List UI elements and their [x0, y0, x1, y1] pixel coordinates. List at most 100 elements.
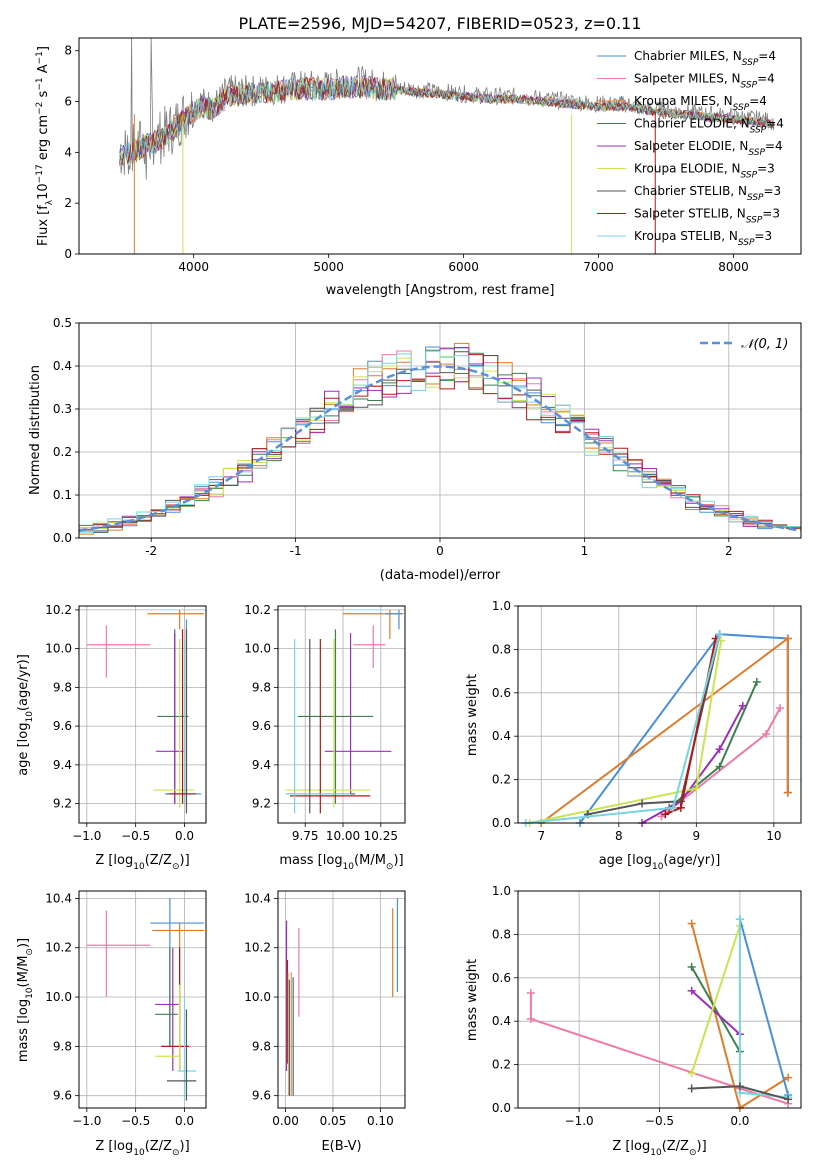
- y-tick-label: 0.6: [492, 971, 511, 985]
- y-tick-label: 0.6: [492, 686, 511, 700]
- y-axis-label: mass [log10(M/M⊙)]: [16, 938, 35, 1062]
- x-tick-label: 0.0: [730, 1114, 749, 1128]
- series-line: [691, 990, 741, 1035]
- y-tick-label: 9.6: [252, 719, 271, 733]
- y-tick-label: 0.4: [53, 359, 72, 373]
- y-tick-label: 0.1: [53, 488, 72, 502]
- series-line: [641, 705, 744, 824]
- legend-entry: Salpeter STELIB, NSSP=3: [634, 207, 780, 226]
- series-kroupa-elodie: [525, 636, 726, 827]
- series-salpeter-elodie: [687, 986, 744, 1039]
- x-axis-label: mass [log10(M/M⊙)]: [279, 853, 403, 872]
- x-tick-label: -1: [290, 544, 302, 558]
- y-tick-label: 0.2: [492, 773, 511, 787]
- x-tick-label: 10: [766, 829, 781, 843]
- x-axis-label: (data-model)/error: [380, 568, 501, 583]
- y-tick-label: 9.4: [252, 758, 271, 772]
- residual-histogram-kroupa-stelib: [79, 350, 801, 533]
- data-point: [166, 1009, 197, 1101]
- data-point: [353, 625, 386, 668]
- residuals-axes: -2 -1 0 1 2 0.0 0.1 0.2 0.3 0.4 0.5 (data-model)/er…: [28, 316, 802, 583]
- legend-entry: Chabrier ELODIE, NSSP=4: [634, 117, 784, 136]
- x-tick-label: 8000: [718, 260, 749, 274]
- spectrum-axes: 4000 5000 6000 7000 8000 0 2 4 6 8 wavelength [Ang…: [35, 37, 802, 298]
- data-point: [169, 629, 195, 804]
- age-vs-Z-axes: −1.0 −0.5 0.0 9.2 9.4 9.6 9.8 10.0 10.2 Z [log10(…: [16, 603, 207, 872]
- y-tick-label: 0.0: [492, 1101, 511, 1115]
- series-chabrier-stelib: [687, 1082, 793, 1104]
- axes-frame: [78, 890, 207, 1109]
- x-tick-label: 8: [615, 829, 623, 843]
- y-tick-label: 9.4: [53, 758, 72, 772]
- y-tick-label: 2: [64, 196, 72, 210]
- series-line: [738, 918, 790, 1096]
- data-point: [153, 638, 195, 808]
- y-axis-label: Flux [fλ10−17 erg cm−2 s−1 A−1]: [35, 46, 55, 246]
- y-tick-label: 10.2: [45, 603, 72, 617]
- y-tick-label: 0.2: [492, 1058, 511, 1072]
- series-line: [668, 681, 758, 809]
- x-axis-label: age [log10(age/yr)]: [599, 853, 721, 872]
- x-tick-label: 1: [581, 544, 589, 558]
- x-tick-label: 10.00: [326, 829, 360, 843]
- axes-frame: [517, 605, 802, 824]
- mass-vs-Z-axes: −1.0 −0.5 0.0 9.6 9.8 10.0 10.2 10.4 Z [log10(Z/…: [16, 890, 207, 1158]
- y-tick-label: 9.6: [53, 1089, 72, 1103]
- x-tick-label: 7: [537, 829, 545, 843]
- y-axis-label: mass weight: [465, 959, 480, 1041]
- legend-entry: 𝒩(0, 1): [741, 337, 788, 352]
- x-tick-label: 0: [436, 544, 444, 558]
- axes-frame: [78, 322, 802, 539]
- legend-entry: Kroupa STELIB, NSSP=3: [634, 229, 772, 248]
- x-tick-label: 0.0: [175, 829, 194, 843]
- legend-entry: Chabrier STELIB, NSSP=3: [634, 184, 781, 203]
- x-tick-label: 0.00: [272, 1114, 299, 1128]
- x-tick-label: 6000: [448, 260, 479, 274]
- series-line: [529, 993, 789, 1105]
- x-tick-label: 0.10: [367, 1114, 394, 1128]
- x-tick-label: −1.0: [72, 1114, 101, 1128]
- y-tick-label: 10.4: [244, 891, 271, 905]
- y-tick-label: 9.2: [53, 797, 72, 811]
- age-vs-mass-axes: 9.75 10.00 10.25 9.2 9.4 9.6 9.8 10.0 10.2 mass […: [244, 603, 406, 872]
- x-tick-label: 9.75: [292, 829, 319, 843]
- y-tick-label: 0.8: [492, 927, 511, 941]
- x-tick-label: −1.0: [72, 829, 101, 843]
- data-point: [324, 633, 392, 794]
- y-tick-label: 0.8: [492, 642, 511, 656]
- weight-vs-age-axes: 7 8 9 10 0.0 0.2 0.4 0.6 0.8 1.0 age [log10(age/yr…: [465, 599, 802, 872]
- x-axis-label: Z [log10(Z/Z⊙)]: [612, 1139, 706, 1158]
- y-tick-label: 0.0: [53, 531, 72, 545]
- data-point: [385, 609, 402, 630]
- data-point: [285, 638, 371, 808]
- y-axis-label: age [log10(age/yr)]: [16, 654, 35, 776]
- y-tick-label: 0.4: [492, 1014, 511, 1028]
- series-salpeter-elodie: [638, 701, 747, 827]
- y-tick-label: 0.0: [492, 816, 511, 830]
- y-tick-label: 9.6: [53, 719, 72, 733]
- model-spectrum-kroupa-stelib: [119, 76, 775, 164]
- data-point: [150, 898, 205, 1047]
- series-chabrier-miles: [735, 915, 793, 1099]
- y-tick-label: 10.0: [45, 642, 72, 656]
- y-tick-label: 0: [64, 247, 72, 261]
- x-tick-label: 5000: [313, 260, 344, 274]
- series-kroupa-miles: [537, 634, 792, 827]
- x-tick-label: -2: [145, 544, 157, 558]
- y-tick-label: 9.8: [53, 680, 72, 694]
- legend-entry: Salpeter ELODIE, NSSP=4: [634, 139, 783, 158]
- series-kroupa-stelib: [521, 630, 724, 827]
- x-tick-label: −0.5: [121, 829, 150, 843]
- figure-title: PLATE=2596, MJD=54207, FIBERID=0523, z=0…: [238, 14, 641, 33]
- legend-entry: Kroupa MILES, NSSP=4: [634, 94, 767, 113]
- data-point: [86, 910, 151, 998]
- series-chabrier-elodie: [687, 962, 744, 1056]
- weight-vs-Z-axes: −1.0 −0.5 0.0 0.0 0.2 0.4 0.6 0.8 1.0 Z [log10(Z/…: [465, 884, 802, 1158]
- x-tick-label: 0.05: [320, 1114, 347, 1128]
- y-tick-label: 10.0: [244, 990, 271, 1004]
- series-kroupa-elodie: [687, 921, 744, 1078]
- x-axis-label: Z [log10(Z/Z⊙)]: [95, 853, 189, 872]
- y-tick-label: 8: [64, 44, 72, 58]
- y-tick-label: 9.8: [252, 1039, 271, 1053]
- data-point: [152, 923, 205, 1022]
